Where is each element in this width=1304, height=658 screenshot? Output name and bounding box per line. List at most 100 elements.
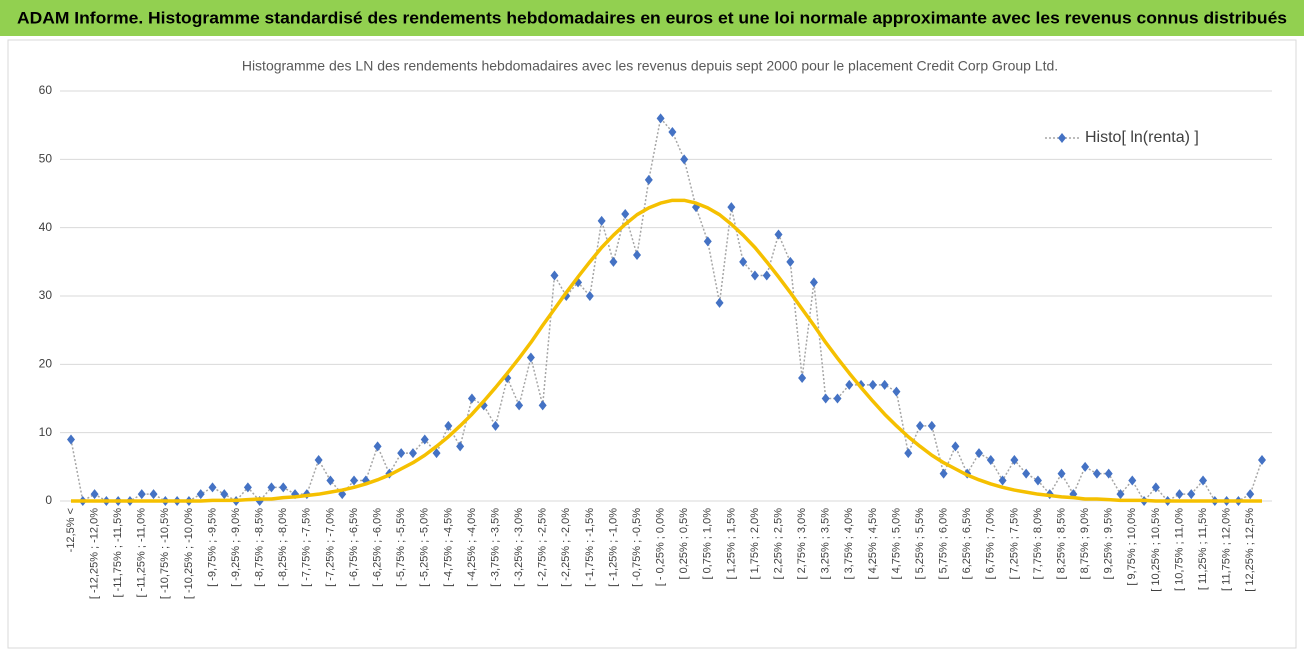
data-point [750,270,759,281]
x-tick-label: [ -2,25% ; -2,0% [560,508,572,587]
x-tick-label: [ -3,25% ; -3,0% [513,508,525,587]
data-point [444,420,453,431]
x-tick-label: [ -6,75% ; -6,5% [348,508,360,587]
data-point [1010,455,1019,465]
data-point [467,393,476,404]
data-point [1022,468,1031,479]
y-tick-label: 60 [39,83,53,97]
y-tick-label: 50 [39,152,53,166]
data-point [208,482,217,493]
data-point [762,270,771,281]
x-tick-label: [ 2,75% ; 3,0% [796,508,808,580]
x-tick-label: [ 6,75% ; 7,0% [985,508,997,580]
data-point [326,475,335,486]
x-tick-label: [ -11,75% ; -11,5% [112,508,124,598]
data-point [880,379,889,390]
x-tick-label: [ 12,25% ; 12,5% [1244,508,1256,592]
x-tick-label: [ 5,75% ; 6,0% [938,508,950,580]
x-tick-label: [ 1,75% ; 2,0% [749,508,761,580]
data-point [703,236,712,247]
x-tick-label: [ 4,75% ; 5,0% [890,508,902,580]
data-point [868,379,877,390]
data-point [550,270,559,281]
x-tick-label: [ -4,25% ; -4,0% [466,508,478,587]
data-point [1081,461,1090,472]
data-point [927,420,936,431]
x-tick-label: [ - 0,25% ; 0,0% [655,508,667,586]
data-point [397,448,406,459]
x-tick-label: [ -8,25% ; -8,0% [277,508,289,587]
data-point [491,420,500,431]
data-point [1258,455,1266,465]
data-point [137,489,146,500]
data-point [1057,468,1066,479]
y-tick-label: 0 [45,493,52,507]
data-point [456,441,465,452]
data-point [809,277,818,288]
y-tick-label: 20 [39,357,53,371]
x-tick-label: [ 7,75% ; 8,0% [1032,508,1044,580]
x-tick-label: [ -8,75% ; -8,5% [254,508,266,587]
y-tick-label: 10 [39,425,53,439]
x-tick-label: -12,5% < [65,508,77,552]
data-point [633,250,642,260]
data-point [715,297,724,308]
x-tick-label: [ 11,75% ; 12,0% [1221,508,1233,591]
x-tick-label: [ -4,75% ; -4,5% [442,508,454,587]
data-point [609,256,618,267]
x-tick-label: [ -2,75% ; -2,5% [537,508,549,587]
data-point [1199,475,1208,486]
data-point [668,127,677,137]
x-tick-label: [ 9,75% ; 10,0% [1126,508,1138,586]
data-point [597,215,606,226]
data-point [1128,475,1137,486]
data-point [904,448,913,459]
data-point [538,400,547,411]
data-point [644,174,653,185]
x-tick-label: [ -9,75% ; -9,5% [206,508,218,587]
x-tick-label: [ 2,25% ; 2,5% [772,508,784,580]
x-tick-label: [ 10,25% ; 10,5% [1150,508,1162,592]
data-point [986,455,995,465]
data-point [515,400,524,411]
data-point [149,489,158,500]
data-point [220,489,229,500]
data-point [739,256,748,267]
x-tick-label: [ -10,75% ; -10,5% [159,508,171,599]
x-tick-label: [ 0,25% ; 0,5% [678,508,690,580]
x-tick-label: [ -9,25% ; -9,0% [230,508,242,587]
data-point [526,352,535,363]
data-point [951,441,960,452]
x-tick-label: [ -5,25% ; -5,0% [419,508,431,587]
x-tick-label: [ 6,25% ; 6,5% [961,508,973,580]
data-point [656,113,665,124]
data-point [1033,475,1042,486]
x-tick-label: [ 5,25% ; 5,5% [914,508,926,580]
x-tick-label: [ 7,25% ; 7,5% [1008,508,1020,580]
x-tick-label: [ -3,75% ; -3,5% [489,508,501,587]
data-point [408,448,417,459]
x-tick-label: [ -1,25% ; -1,0% [607,508,619,587]
data-point [916,420,925,431]
data-point [1116,489,1125,500]
page-title: ADAM Informe. Histogramme standardisé de… [17,8,1287,27]
data-point [267,482,276,493]
data-point [621,209,630,219]
x-tick-label: [ -12,25% ; -12,0% [88,508,100,599]
x-tick-label: [ -6,25% ; -6,0% [372,508,384,587]
x-tick-label: [ 3,75% ; 4,0% [843,508,855,580]
data-point [420,434,429,445]
data-point [821,393,830,404]
data-point [585,291,594,301]
x-tick-label: [ -5,75% ; -5,5% [395,508,407,587]
legend-label: Histo[ ln(renta) ] [1085,129,1199,146]
x-tick-label: [ 8,75% ; 9,0% [1079,508,1091,580]
data-point [1092,468,1101,479]
data-point [892,386,901,397]
data-point [786,256,795,267]
data-point [727,202,736,213]
data-point [243,482,252,493]
chart-border [7,39,1297,649]
